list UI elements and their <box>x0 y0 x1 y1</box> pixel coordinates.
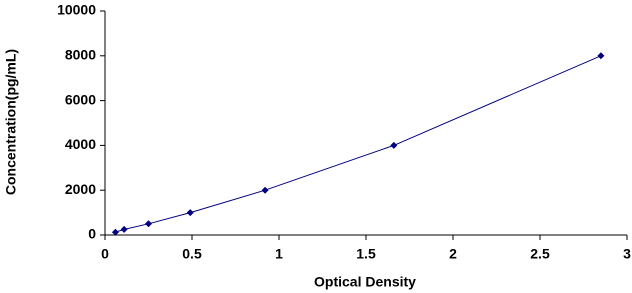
point <box>261 186 269 194</box>
point <box>186 209 194 217</box>
x-tick-label: 1.5 <box>356 246 376 262</box>
x-tick-label: 1 <box>275 246 283 262</box>
point <box>111 228 119 236</box>
y-tick-label: 8000 <box>65 47 96 63</box>
y-tick-label: 0 <box>88 226 96 242</box>
y-tick-label: 2000 <box>65 181 96 197</box>
point <box>597 52 605 60</box>
y-tick-label: 6000 <box>65 91 96 107</box>
x-tick-label: 2 <box>449 246 457 262</box>
x-tick-label: 0 <box>101 246 109 262</box>
x-axis-label: Optical Density <box>314 274 416 290</box>
curve <box>115 55 602 233</box>
y-axis-label: Concentration(pg/mL) <box>3 49 19 195</box>
y-tick-label: 4000 <box>65 136 96 152</box>
point <box>120 225 128 233</box>
y-tick-label: 10000 <box>57 2 96 18</box>
x-tick-label: 2.5 <box>530 246 550 262</box>
point <box>145 220 152 228</box>
x-tick-label: 3 <box>623 246 631 262</box>
x-tick-label: 0.5 <box>182 246 202 262</box>
point <box>390 141 398 149</box>
